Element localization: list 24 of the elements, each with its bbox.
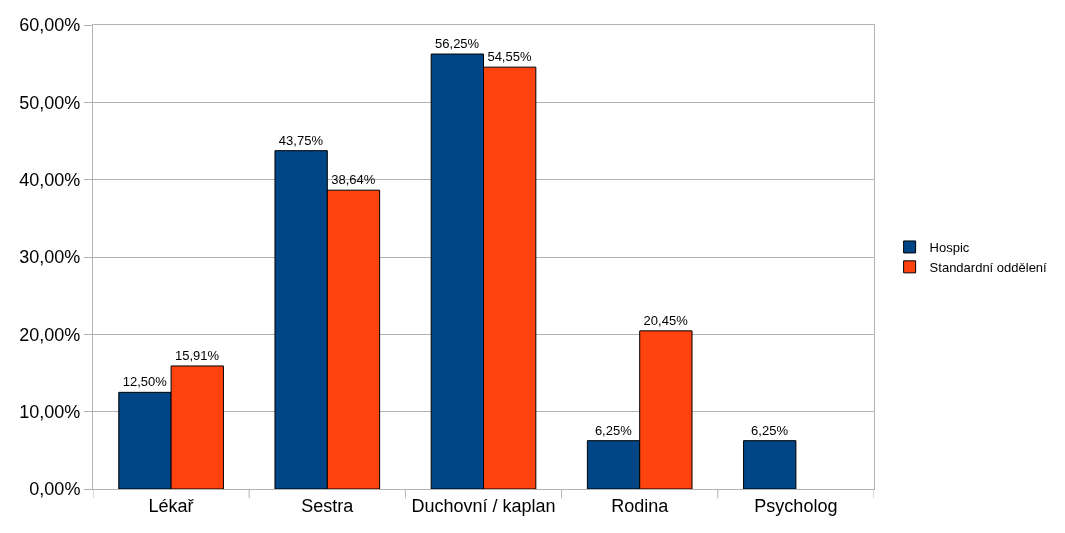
y-tick-label: 0,00% xyxy=(29,479,81,500)
y-tick-label: 10,00% xyxy=(19,401,81,422)
data-label: 20,45% xyxy=(643,312,689,328)
bar xyxy=(743,440,797,489)
legend-label: Standardní oddělení xyxy=(929,259,1048,275)
legend-label: Hospic xyxy=(929,240,970,256)
data-label: 54,55% xyxy=(487,49,532,65)
x-tick-label: Duchovní / kaplan xyxy=(411,495,556,516)
y-tick-label: 40,00% xyxy=(19,169,81,190)
data-label: 12,50% xyxy=(122,374,168,390)
y-tick-label: 30,00% xyxy=(19,247,81,268)
y-tick-label: 50,00% xyxy=(19,92,81,113)
y-tick-label: 20,00% xyxy=(19,324,81,345)
data-label: 43,75% xyxy=(278,132,324,148)
data-label: 6,25% xyxy=(594,422,633,438)
x-tick-label: Lékař xyxy=(148,495,195,516)
x-tick-label: Sestra xyxy=(301,495,355,516)
x-tick-label: Rodina xyxy=(611,495,670,516)
data-label: 38,64% xyxy=(331,172,376,188)
data-label: 56,25% xyxy=(435,36,480,51)
data-label: 6,25% xyxy=(751,422,789,438)
data-label: 15,91% xyxy=(175,347,220,363)
x-tick-label: Psycholog xyxy=(754,495,838,516)
y-tick-label: 60,00% xyxy=(19,15,81,36)
